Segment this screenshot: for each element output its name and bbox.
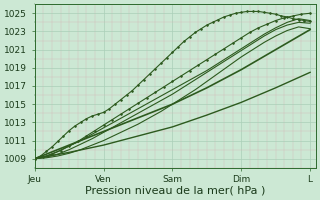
X-axis label: Pression niveau de la mer( hPa ): Pression niveau de la mer( hPa ) <box>85 186 266 196</box>
